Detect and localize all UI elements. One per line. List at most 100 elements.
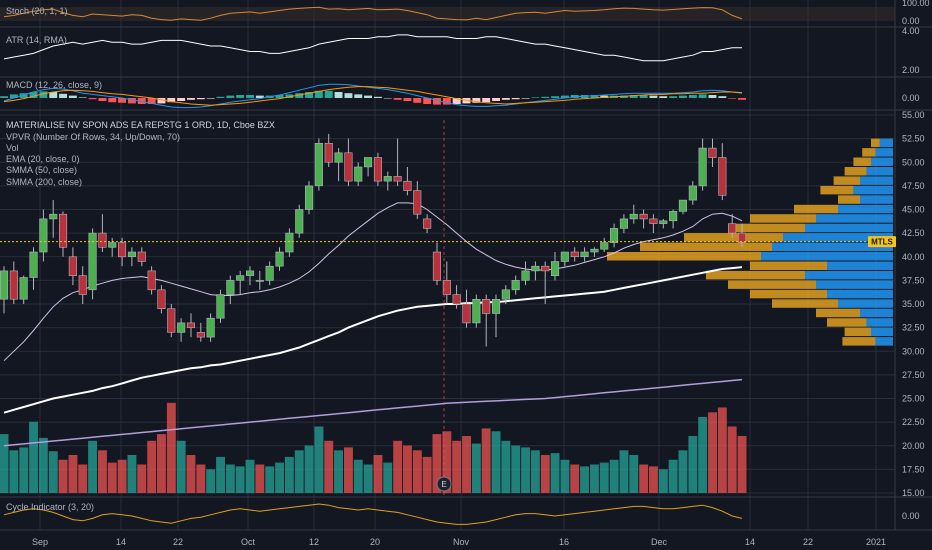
macd-pane[interactable]: MACD (12, 26, close, 9) 0.00 <box>0 80 920 109</box>
macd-hist-bar <box>679 95 687 98</box>
pane-separators <box>0 0 932 531</box>
candle-body <box>432 251 442 281</box>
candle-body <box>491 298 501 314</box>
smma50-line <box>3 266 743 414</box>
candle-body <box>177 322 186 333</box>
macd-hist-bar <box>29 92 38 98</box>
volume-bar <box>107 462 117 493</box>
volume-bar <box>68 455 78 493</box>
macd-hist-bar <box>669 96 678 98</box>
volume-bar <box>422 456 432 493</box>
volume-bar <box>117 459 127 494</box>
vpvr-up-row <box>871 157 893 166</box>
macd-hist-bar <box>196 98 205 100</box>
cycle-line <box>3 503 743 525</box>
cycle-pane[interactable]: Cycle Indicator (3, 20) 0.00 <box>3 502 920 525</box>
vpvr-down-row <box>728 280 816 289</box>
candle-body <box>737 232 747 243</box>
atr-pane[interactable]: ATR (14, RMA) 4.00 2.00 <box>3 26 920 75</box>
macd-hist-bar <box>147 98 156 104</box>
vpvr-down-row <box>794 204 838 214</box>
candle-body <box>649 218 658 224</box>
macd-hist-bar <box>718 96 727 98</box>
candle-body <box>304 185 314 210</box>
candle-body <box>49 213 58 220</box>
candle-body <box>98 232 107 248</box>
vpvr-up-row <box>860 195 893 204</box>
macd-hist-bar <box>511 98 520 100</box>
candle-body <box>68 256 77 276</box>
volume-bar <box>658 469 668 494</box>
price-tick: 52.50 <box>902 134 925 144</box>
vpvr-down-row <box>862 148 876 157</box>
macd-hist-bar <box>275 95 284 98</box>
volume-bar <box>176 440 186 494</box>
volume-bar <box>452 440 462 494</box>
candle-body <box>609 228 619 243</box>
time-axis-label: 22 <box>173 537 183 547</box>
macd-hist-bar <box>738 98 746 100</box>
stoch-band <box>0 7 895 21</box>
macd-hist-bar <box>423 98 432 104</box>
candle-body <box>157 289 166 309</box>
volume-bar <box>38 437 48 493</box>
macd-hist-bar <box>59 93 67 98</box>
price-tick: 42.50 <box>902 228 925 238</box>
macd-hist-bar <box>9 94 18 98</box>
candle-body <box>19 277 28 300</box>
volume-bar <box>186 455 196 493</box>
atr-tick-2: 2.00 <box>902 65 920 75</box>
candle-body <box>393 176 402 182</box>
candle-body <box>108 242 117 248</box>
candle-body <box>88 232 97 291</box>
earnings-icon[interactable] <box>436 476 452 492</box>
stoch-pane[interactable]: Stoch (20, 1, 1) 100.00 0.00 <box>0 0 930 26</box>
macd-hist-bar <box>629 95 638 98</box>
macd-hist-bar <box>531 97 540 98</box>
volume-bar <box>580 466 589 493</box>
time-axis-label: 16 <box>559 537 569 547</box>
volume-bar <box>511 445 521 493</box>
volume-bar <box>649 466 658 493</box>
candle-body <box>413 190 422 215</box>
candle-body <box>639 213 648 220</box>
candle-body <box>403 180 412 191</box>
macd-hist-bar <box>19 93 28 98</box>
candle-body <box>344 152 353 182</box>
candle-body <box>531 265 540 272</box>
candle-body <box>560 251 569 262</box>
volume-bar <box>0 434 9 493</box>
candle-body <box>314 143 323 187</box>
macd-hist-bar <box>216 96 225 98</box>
macd-hist-bar <box>649 95 658 98</box>
volume-bar <box>521 447 530 493</box>
time-axis-label: 22 <box>803 537 813 547</box>
symbol-badge-label: MTLS <box>871 238 893 247</box>
stoch-line <box>3 6 743 21</box>
candle-body <box>285 232 294 253</box>
time-axis-label: 14 <box>116 537 126 547</box>
volume-bar <box>294 450 304 494</box>
macd-hist-bar <box>590 95 599 98</box>
time-axis-label: Dec <box>651 537 668 547</box>
candle-body <box>708 147 717 158</box>
macd-hist-bar <box>413 98 422 103</box>
candle-body <box>137 251 146 262</box>
vpvr-up-row <box>853 185 893 195</box>
volume-bar <box>98 450 107 494</box>
volume-bar <box>235 466 245 493</box>
vpvr-down-row <box>772 299 838 308</box>
volume-bar <box>225 464 235 493</box>
vpvr-up-row <box>860 308 893 318</box>
volume-bar <box>363 464 373 493</box>
indicator-label-ema: EMA (20, close, 0) <box>6 154 80 164</box>
macd-hist-bar <box>698 94 707 98</box>
macd-hist-bar <box>472 98 481 103</box>
main-pane[interactable]: E MATERIALISE NV SPON ADS EA REPSTG 1 OR… <box>0 110 925 498</box>
macd-hist-bar <box>88 98 97 100</box>
macd-hist-bar <box>364 95 372 98</box>
time-axis[interactable]: Sep 14 22 Oct 12 20 Nov 16 Dec 14 22 2021 <box>32 537 886 547</box>
price-tick: 50.00 <box>902 157 925 167</box>
candle-body <box>265 265 274 281</box>
